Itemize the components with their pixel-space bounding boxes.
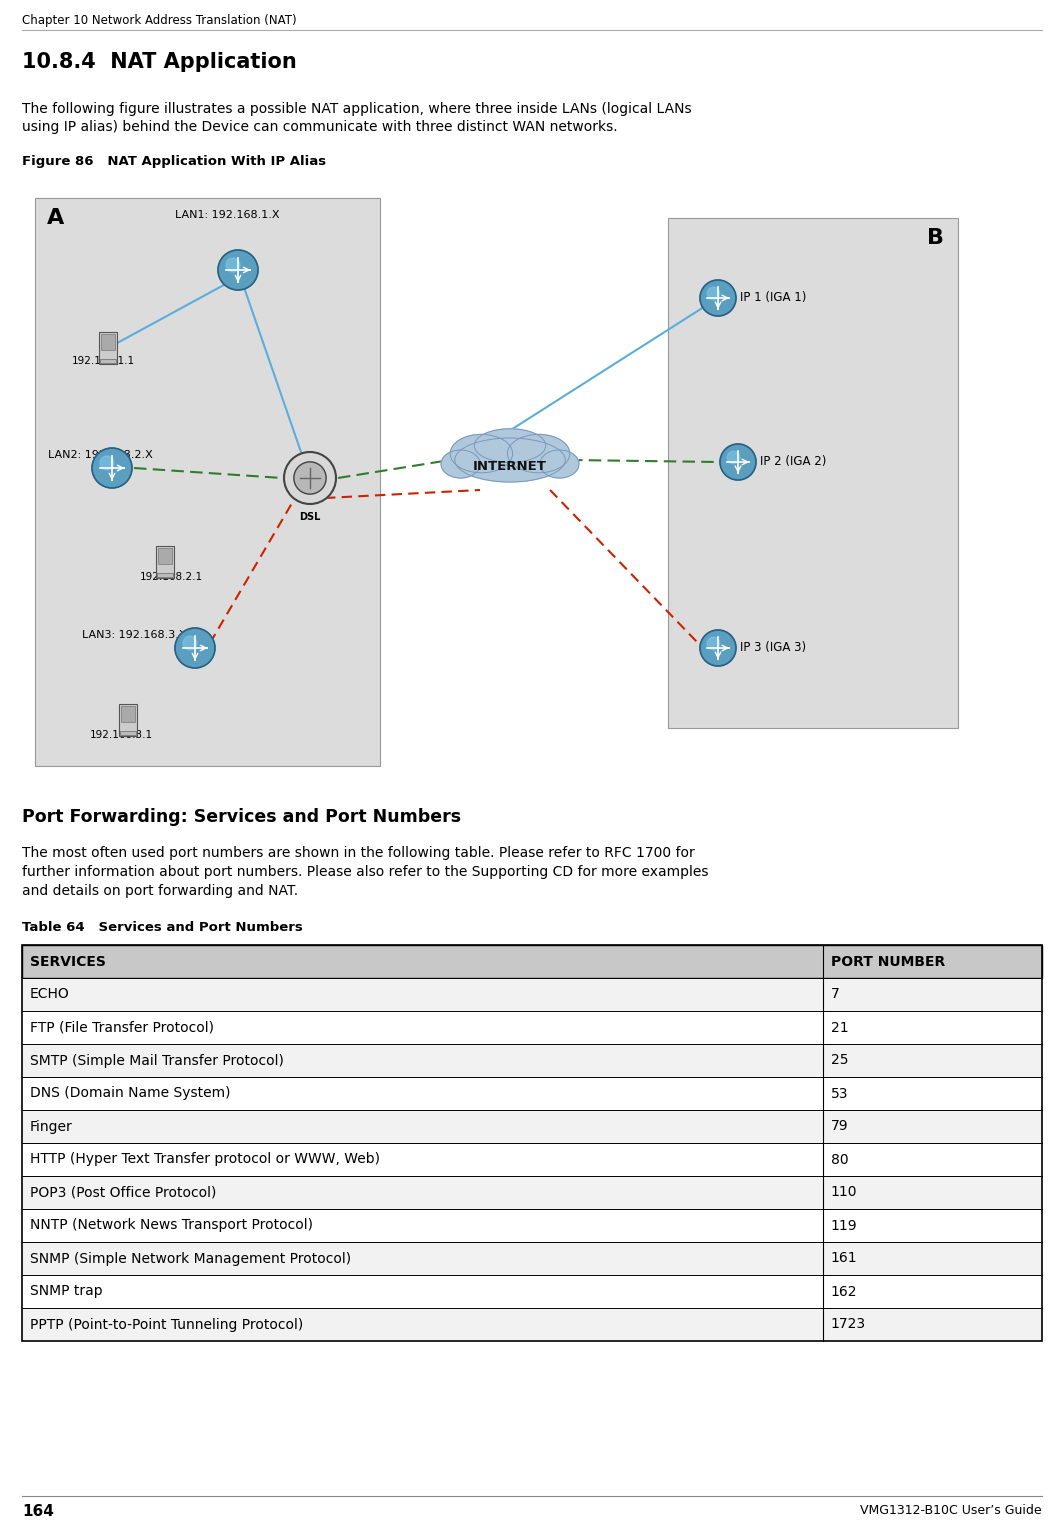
Text: 79: 79 <box>831 1120 848 1134</box>
Text: DNS (Domain Name System): DNS (Domain Name System) <box>30 1087 231 1100</box>
Bar <box>22 1276 1042 1308</box>
Text: SNMP (Simple Network Management Protocol): SNMP (Simple Network Management Protocol… <box>30 1251 351 1265</box>
Circle shape <box>700 280 736 315</box>
Circle shape <box>226 258 240 271</box>
Bar <box>99 332 117 364</box>
Bar <box>22 1242 1042 1276</box>
Bar <box>157 549 172 564</box>
Text: 10.8.4  NAT Application: 10.8.4 NAT Application <box>22 52 297 72</box>
Text: The most often used port numbers are shown in the following table. Please refer : The most often used port numbers are sho… <box>22 846 695 860</box>
Text: FTP (File Transfer Protocol): FTP (File Transfer Protocol) <box>30 1021 214 1035</box>
Text: DSL: DSL <box>299 512 320 523</box>
Text: Table 64   Services and Port Numbers: Table 64 Services and Port Numbers <box>22 920 303 934</box>
Bar <box>22 1077 1042 1109</box>
Ellipse shape <box>450 434 513 472</box>
Text: 164: 164 <box>22 1504 54 1519</box>
Text: 25: 25 <box>831 1053 848 1067</box>
Circle shape <box>708 637 720 649</box>
Text: using IP alias) behind the Device can communicate with three distinct WAN networ: using IP alias) behind the Device can co… <box>22 120 617 134</box>
Bar <box>22 1109 1042 1143</box>
Text: VMG1312-B10C User’s Guide: VMG1312-B10C User’s Guide <box>861 1504 1042 1516</box>
Text: ECHO: ECHO <box>30 988 70 1001</box>
Bar <box>22 1177 1042 1209</box>
Text: 119: 119 <box>831 1219 858 1233</box>
Text: Finger: Finger <box>30 1120 72 1134</box>
Text: 21: 21 <box>831 1021 848 1035</box>
Bar <box>156 546 174 578</box>
Text: IP 3 (IGA 3): IP 3 (IGA 3) <box>739 642 807 654</box>
Text: 161: 161 <box>831 1251 858 1265</box>
Text: 110: 110 <box>831 1186 858 1199</box>
Text: POP3 (Post Office Protocol): POP3 (Post Office Protocol) <box>30 1186 216 1199</box>
Bar <box>22 1209 1042 1242</box>
Text: IP 1 (IGA 1): IP 1 (IGA 1) <box>739 291 807 305</box>
Text: HTTP (Hyper Text Transfer protocol or WWW, Web): HTTP (Hyper Text Transfer protocol or WW… <box>30 1152 380 1166</box>
Ellipse shape <box>454 437 565 482</box>
Text: SMTP (Simple Mail Transfer Protocol): SMTP (Simple Mail Transfer Protocol) <box>30 1053 284 1067</box>
Text: B: B <box>927 229 944 248</box>
Ellipse shape <box>442 450 480 479</box>
Text: 1723: 1723 <box>831 1318 866 1332</box>
Circle shape <box>720 443 757 480</box>
Text: LAN3: 192.168.3.X: LAN3: 192.168.3.X <box>82 629 186 640</box>
Circle shape <box>284 453 336 504</box>
Text: 53: 53 <box>831 1087 848 1100</box>
Text: and details on port forwarding and NAT.: and details on port forwarding and NAT. <box>22 884 298 898</box>
Text: 80: 80 <box>831 1152 848 1166</box>
Bar <box>22 978 1042 1010</box>
Circle shape <box>727 451 739 463</box>
Bar <box>22 945 1042 978</box>
Text: SERVICES: SERVICES <box>30 954 106 968</box>
Circle shape <box>183 636 197 651</box>
Ellipse shape <box>475 428 546 462</box>
Bar <box>120 732 136 735</box>
Bar <box>100 360 116 363</box>
Bar <box>22 945 1042 1341</box>
Text: LAN2: 192.168.2.X: LAN2: 192.168.2.X <box>48 450 153 460</box>
Circle shape <box>92 448 132 488</box>
Text: A: A <box>47 207 64 229</box>
Circle shape <box>708 287 720 300</box>
Circle shape <box>294 462 327 494</box>
Text: 7: 7 <box>831 988 839 1001</box>
Text: SNMP trap: SNMP trap <box>30 1285 102 1298</box>
Text: Port Forwarding: Services and Port Numbers: Port Forwarding: Services and Port Numbe… <box>22 808 461 826</box>
Text: IP 2 (IGA 2): IP 2 (IGA 2) <box>760 456 827 468</box>
Bar <box>121 706 135 722</box>
Text: 192.168.1.1: 192.168.1.1 <box>72 357 135 366</box>
Text: The following figure illustrates a possible NAT application, where three inside : The following figure illustrates a possi… <box>22 102 692 116</box>
Bar <box>35 198 380 767</box>
Text: 192.168.3.1: 192.168.3.1 <box>90 730 153 741</box>
Circle shape <box>174 628 215 668</box>
Text: Figure 86   NAT Application With IP Alias: Figure 86 NAT Application With IP Alias <box>22 155 327 168</box>
Bar <box>22 1044 1042 1077</box>
Bar <box>157 573 173 578</box>
Text: 192.168.2.1: 192.168.2.1 <box>140 572 203 582</box>
Bar <box>22 1143 1042 1177</box>
Bar <box>22 1308 1042 1341</box>
Circle shape <box>100 456 114 469</box>
Text: PPTP (Point-to-Point Tunneling Protocol): PPTP (Point-to-Point Tunneling Protocol) <box>30 1318 303 1332</box>
Circle shape <box>700 629 736 666</box>
Ellipse shape <box>539 450 579 479</box>
Text: Chapter 10 Network Address Translation (NAT): Chapter 10 Network Address Translation (… <box>22 14 297 27</box>
Text: further information about port numbers. Please also refer to the Supporting CD f: further information about port numbers. … <box>22 866 709 879</box>
Bar <box>101 334 115 351</box>
Text: 162: 162 <box>831 1285 858 1298</box>
Ellipse shape <box>508 434 570 472</box>
Bar <box>119 704 137 736</box>
Circle shape <box>218 250 257 290</box>
Text: NNTP (Network News Transport Protocol): NNTP (Network News Transport Protocol) <box>30 1219 313 1233</box>
Bar <box>22 1010 1042 1044</box>
Text: PORT NUMBER: PORT NUMBER <box>831 954 945 968</box>
Text: INTERNET: INTERNET <box>473 460 547 472</box>
Text: LAN1: 192.168.1.X: LAN1: 192.168.1.X <box>174 210 280 219</box>
Bar <box>668 218 958 728</box>
